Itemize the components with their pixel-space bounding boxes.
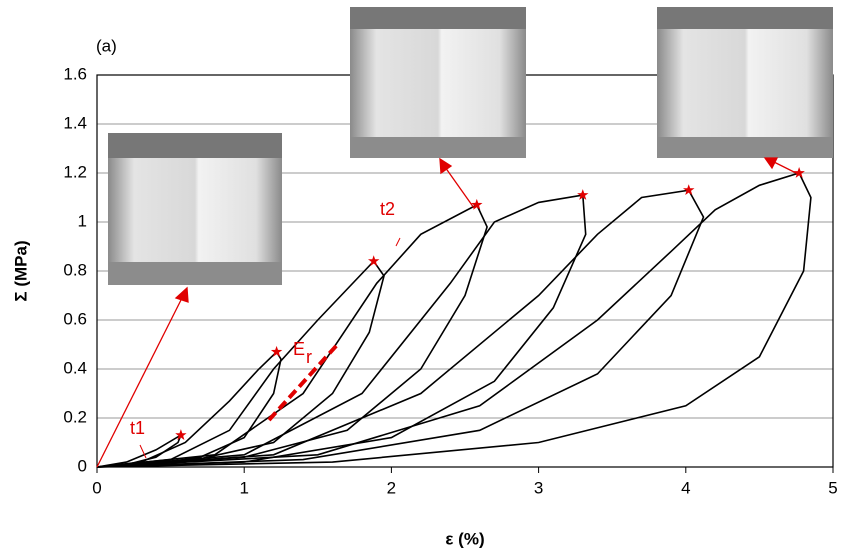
photo [108,7,833,285]
y-tick-label: 1.6 [63,64,87,83]
curve [96,259,385,468]
star-marker [270,345,283,357]
x-tick-label: 5 [828,478,837,497]
y-tick-label: 1.2 [63,162,87,181]
annotation: r [306,347,312,367]
arrows [96,157,799,468]
panel-label: (a) [96,36,117,55]
y-axis-label: Σ (MPa) [11,240,30,301]
star-marker [175,429,187,440]
y-tick-label: 0 [78,456,87,475]
star-marker [368,255,380,267]
y-tick-label: 0.8 [63,260,87,279]
x-axis-label: ε (%) [445,529,484,548]
x-tick-label: 1 [239,478,248,497]
annotation: E [293,339,305,359]
y-tick-label: 1 [78,211,87,230]
star-marker [577,189,589,200]
x-tick-label: 4 [681,478,690,497]
y-tick-label: 0.6 [63,309,87,328]
curve [96,203,488,468]
star-marker [793,167,805,178]
annotation: t1 [130,418,145,438]
y-tick-label: 0.2 [63,407,87,426]
star-marker [683,184,695,195]
x-tick-label: 3 [534,478,543,497]
y-tick-label: 1.4 [63,113,87,132]
x-tick-label: 0 [92,478,101,497]
y-tick-label: 0.4 [63,358,87,377]
star-marker [471,198,483,210]
x-tick-label: 2 [387,478,396,497]
annotation: t2 [380,199,395,219]
